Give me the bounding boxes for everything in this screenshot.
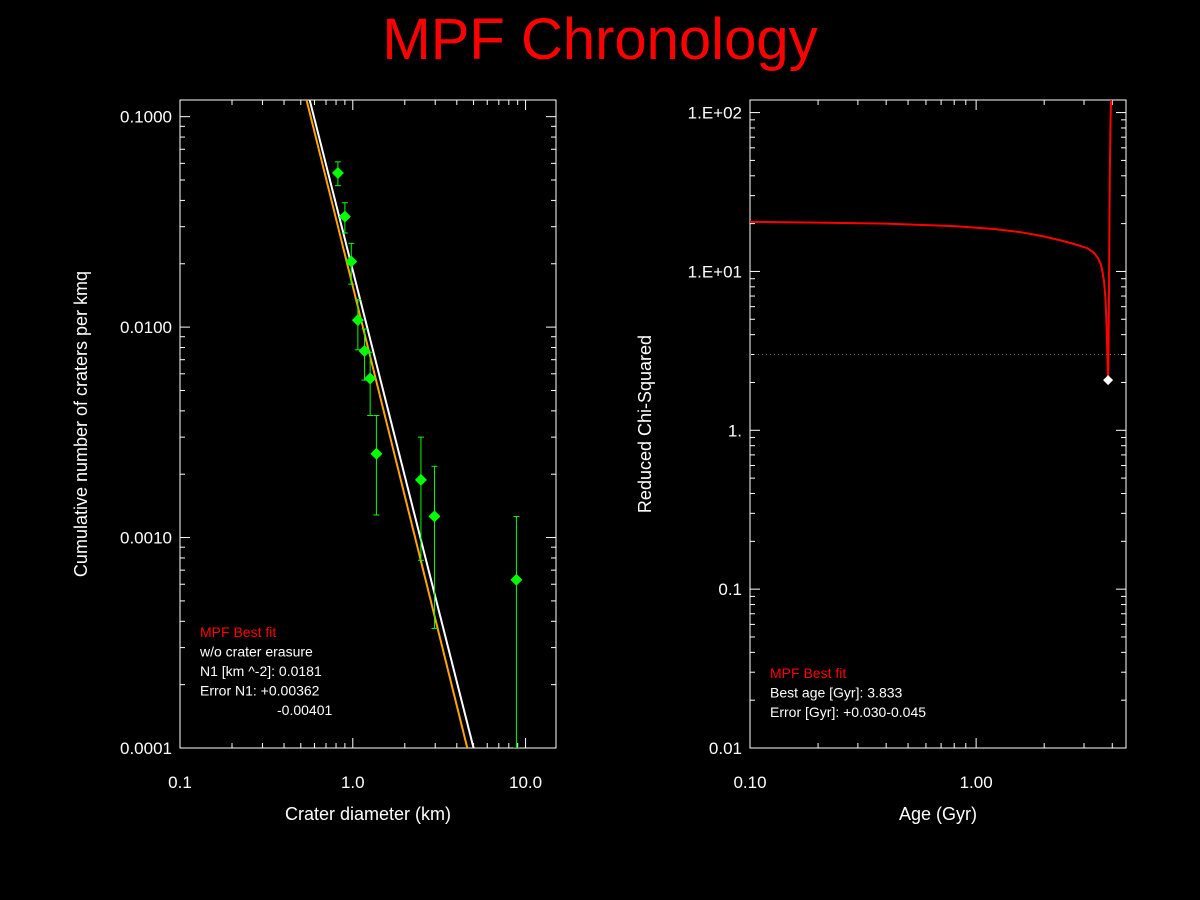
chart1-data-point-3 bbox=[345, 255, 358, 268]
chart2-y-axis-label: Reduced Chi-Squared bbox=[635, 335, 655, 513]
chart1-data-point-2 bbox=[338, 210, 351, 223]
chart1-data-point-7 bbox=[370, 447, 383, 460]
chart1-data-point-6 bbox=[364, 372, 377, 385]
chart1-data-point-1 bbox=[331, 166, 344, 179]
chart2-best-fit-marker bbox=[1103, 375, 1114, 386]
chart1-legend-line-3: N1 [km ^-2]: 0.0181 bbox=[200, 663, 322, 679]
chart2-legend-line-2: Best age [Gyr]: 3.833 bbox=[770, 685, 903, 701]
chart1-fit-line-1 bbox=[308, 100, 475, 748]
chart1-plot-area bbox=[305, 100, 523, 748]
chart1-legend-line-1: MPF Best fit bbox=[200, 624, 276, 640]
chart1-x-tick-label: 0.1 bbox=[168, 773, 192, 792]
chart2-y-tick-label: 1.E+01 bbox=[688, 262, 742, 281]
chart2-x-tick-label: 1.00 bbox=[960, 773, 993, 792]
chart1-y-tick-label: 0.0100 bbox=[120, 318, 172, 337]
chart1-y-tick-label: 0.0010 bbox=[120, 529, 172, 548]
page-title: MPF Chronology bbox=[382, 7, 818, 72]
chart1-legend-line-4: Error N1: +0.00362 bbox=[200, 683, 320, 699]
chart1-data-point-8 bbox=[414, 473, 427, 486]
chart1-data-point-5 bbox=[358, 344, 371, 357]
chart2-x-axis-label: Age (Gyr) bbox=[899, 804, 977, 824]
chart1-data-point-9 bbox=[428, 510, 441, 523]
chart1-y-axis-label: Cumulative number of craters per kmq bbox=[71, 271, 91, 577]
chart2-y-tick-label: 1.E+02 bbox=[688, 104, 742, 123]
chart1-y-tick-label: 0.1000 bbox=[120, 108, 172, 127]
chart2-y-tick-label: 0.01 bbox=[709, 739, 742, 758]
chart2-plot-area bbox=[750, 100, 1126, 381]
chart1-y-tick-label: 0.0001 bbox=[120, 739, 172, 758]
chart1-legend-line-2: w/o crater erasure bbox=[199, 644, 313, 660]
chart2-plot-frame bbox=[749, 99, 1127, 749]
chart2-legend-line-1: MPF Best fit bbox=[770, 665, 846, 681]
chart1-x-tick-label: 1.0 bbox=[341, 773, 365, 792]
chart1-x-tick-label: 10.0 bbox=[509, 773, 542, 792]
chart2-series-line-1 bbox=[750, 100, 1113, 381]
chart1-plot-frame bbox=[179, 99, 557, 749]
chart2-y-tick-label: 1. bbox=[728, 421, 742, 440]
chart1-data-point-4 bbox=[351, 314, 364, 327]
chart2-legend-line-3: Error [Gyr]: +0.030-0.045 bbox=[770, 704, 926, 720]
chart1-legend-line-5: -0.00401 bbox=[277, 702, 332, 718]
chart1-x-axis-label: Crater diameter (km) bbox=[285, 804, 451, 824]
chart1-data-point-10 bbox=[510, 573, 523, 586]
chart1-fit-line-2 bbox=[305, 100, 469, 748]
chart2-x-tick-label: 0.10 bbox=[733, 773, 766, 792]
chart2-y-tick-label: 0.1 bbox=[718, 580, 742, 599]
